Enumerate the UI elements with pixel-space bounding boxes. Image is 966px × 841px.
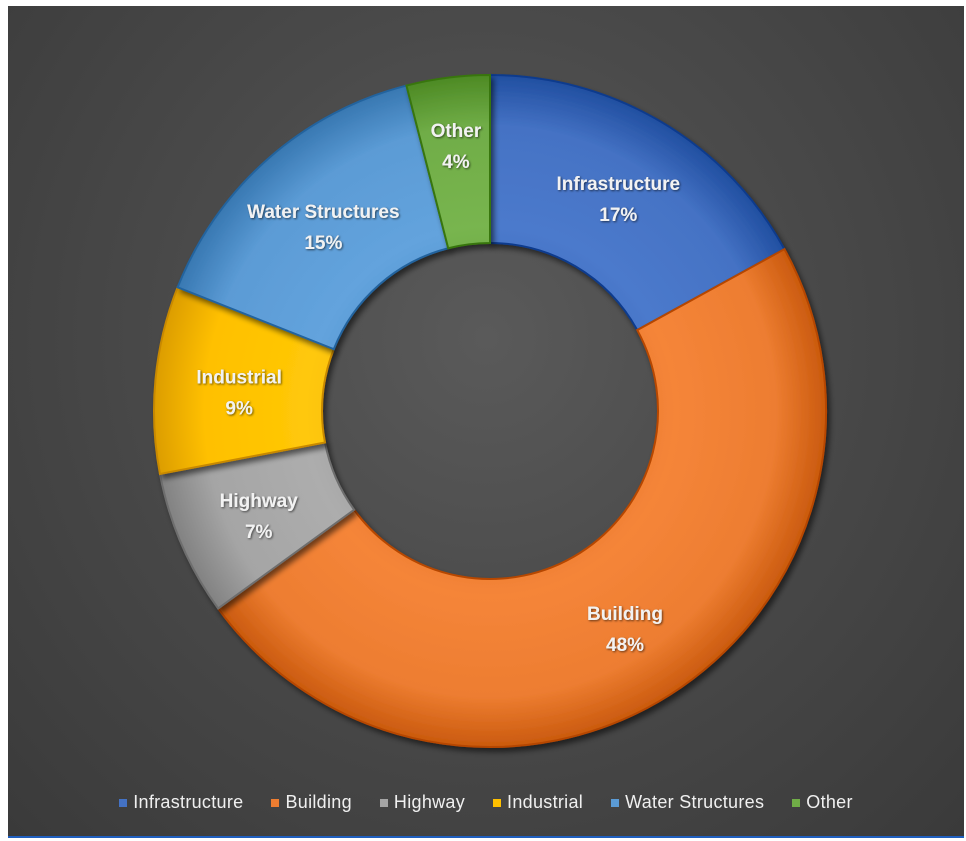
legend-label: Infrastructure xyxy=(133,792,244,812)
legend-swatch xyxy=(119,798,128,807)
legend-item-water-structures: Water Structures xyxy=(611,792,764,813)
donut-chart: Infrastructure 17% Building 48% Highway 7% Ind… xyxy=(153,73,827,748)
slice-infrastructure xyxy=(489,73,786,332)
legend-label: Industrial xyxy=(507,792,584,812)
legend-swatch xyxy=(611,798,620,807)
slice-percent-text: 4% xyxy=(442,152,470,173)
slice-percent-text: 9% xyxy=(225,398,253,419)
slice-category-text: Water Structures xyxy=(247,202,399,223)
slice-category-text: Other xyxy=(431,121,482,142)
legend-label: Highway xyxy=(393,792,466,812)
slice-label-industrial: Industrial 9% xyxy=(196,367,282,419)
slice-label-building: Building 48% xyxy=(587,604,663,656)
slice-category-text: Highway xyxy=(220,491,299,512)
chart-area: Infrastructure 17% Building 48% Highway 7% Ind… xyxy=(8,6,964,838)
slice-label-infrastructure: Infrastructure 17% xyxy=(557,174,681,226)
legend-item-highway: Highway xyxy=(379,792,466,813)
donut-labels: Infrastructure 17% Building 48% Highway 7% Ind… xyxy=(196,121,680,656)
slice-percent-text: 17% xyxy=(599,205,637,226)
legend-item-industrial: Industrial xyxy=(493,792,583,813)
slice-percent-text: 7% xyxy=(245,522,273,543)
slice-label-other: Other 4% xyxy=(431,121,482,173)
slice-building xyxy=(216,247,827,748)
slice-label-water-structures: Water Structures 15% xyxy=(247,202,399,254)
slice-other xyxy=(405,73,491,250)
legend-item-other: Other xyxy=(792,792,853,813)
slice-category-text: Building xyxy=(587,604,663,625)
slice-category-text: Industrial xyxy=(196,367,282,388)
legend-item-infrastructure: Infrastructure xyxy=(119,792,243,813)
slice-percent-text: 15% xyxy=(304,233,342,254)
legend-swatch xyxy=(379,798,388,807)
legend-label: Water Structures xyxy=(625,792,765,812)
slice-category-text: Infrastructure xyxy=(557,174,681,195)
legend-swatch xyxy=(493,798,502,807)
legend-label: Other xyxy=(806,792,853,812)
slice-water-structures xyxy=(176,84,450,351)
legend-label: Building xyxy=(285,792,352,812)
slice-label-highway: Highway 7% xyxy=(220,491,299,543)
legend-swatch xyxy=(792,798,801,807)
chart-legend: Infrastructure Building Highway Industrial W… xyxy=(8,792,964,813)
legend-swatch xyxy=(271,798,280,807)
legend-item-building: Building xyxy=(271,792,352,813)
slice-percent-text: 48% xyxy=(606,635,644,656)
donut-slices xyxy=(153,73,827,748)
